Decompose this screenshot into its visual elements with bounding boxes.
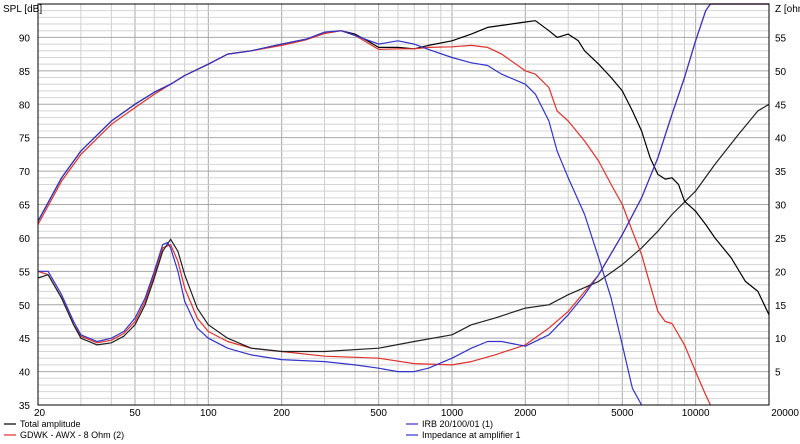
y-left-tick-label: 75 bbox=[19, 134, 31, 145]
x-tick-label: 20000 bbox=[771, 408, 799, 419]
y-left-tick-label: 65 bbox=[19, 201, 31, 212]
legend-label: GDWK - AWX - 8 Ohm (2) bbox=[20, 430, 124, 440]
x-tick-label: 500 bbox=[370, 408, 387, 419]
x-tick-label: 10000 bbox=[682, 408, 710, 419]
x-tick-label: 200 bbox=[273, 408, 290, 419]
y-right-tick-label: 15 bbox=[775, 301, 787, 312]
x-tick-label: 2000 bbox=[514, 408, 537, 419]
y-left-tick-label: 55 bbox=[19, 267, 31, 278]
y-right-tick-label: 30 bbox=[775, 201, 787, 212]
grid bbox=[37, 3, 770, 406]
y-right-tick-label: 10 bbox=[775, 334, 787, 345]
y-left-tick-label: 40 bbox=[19, 368, 31, 379]
y-left-tick-label: 90 bbox=[19, 33, 31, 44]
y-left-tick-label: 70 bbox=[19, 167, 31, 178]
series-layer bbox=[37, 3, 770, 406]
y-right-tick-label: 5 bbox=[775, 368, 781, 379]
plot-frame bbox=[37, 3, 770, 406]
y-left-tick-label: 35 bbox=[19, 401, 31, 412]
y-right-tick-label: 20 bbox=[775, 267, 787, 278]
legend-label: Impedance at amplifier 1 bbox=[422, 430, 521, 440]
x-tick-label: 1000 bbox=[441, 408, 464, 419]
y-right-tick-label: 50 bbox=[775, 67, 787, 78]
y-axis-left-title: SPL [dB] bbox=[3, 4, 42, 15]
y-left-tick-label: 80 bbox=[19, 100, 31, 111]
y-left-tick-label: 45 bbox=[19, 334, 31, 345]
legend-label: IRB 20/100/01 (1) bbox=[422, 419, 493, 429]
y-left-tick-label: 50 bbox=[19, 301, 31, 312]
tick-labels: 20 50 100 200 500 1000 2000 5000 10000 20000 35 40 4… bbox=[19, 33, 800, 419]
y-right-tick-label: 45 bbox=[775, 100, 787, 111]
legend-label: Total amplitude bbox=[20, 419, 81, 429]
y-left-tick-label: 85 bbox=[19, 67, 31, 78]
series-line-3 bbox=[37, 30, 643, 406]
series-line-impedance-black bbox=[37, 103, 770, 353]
y-right-tick-label: 35 bbox=[775, 167, 787, 178]
x-tick-label: 50 bbox=[129, 408, 141, 419]
y-left-tick-label: 60 bbox=[19, 234, 31, 245]
y-right-tick-label: 25 bbox=[775, 234, 787, 245]
series-line-4 bbox=[38, 3, 769, 373]
x-tick-label: 100 bbox=[200, 408, 217, 419]
y-axis-right-title: Z [ohm] bbox=[775, 4, 800, 15]
y-right-tick-label: 40 bbox=[775, 134, 787, 145]
y-right-tick-label: 55 bbox=[775, 33, 787, 44]
x-tick-label: 5000 bbox=[611, 408, 634, 419]
x-tick-label: 20 bbox=[34, 408, 46, 419]
